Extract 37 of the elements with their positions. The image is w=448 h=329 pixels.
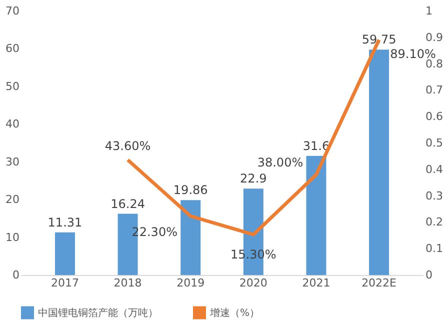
y-tick-label: 70 [6, 4, 20, 18]
x-tick-label: 2019 [176, 276, 205, 290]
y-tick-label: 10 [6, 230, 20, 244]
bar [180, 200, 201, 275]
data-label: 11.31 [48, 215, 82, 230]
y-tick-label: 60 [6, 42, 20, 56]
data-label: 59.75 [362, 32, 396, 47]
y2-tick-label: 0.1 [426, 242, 443, 256]
y2-tick-label: 0 [426, 268, 432, 282]
y2-tick-label: 0.7 [426, 84, 443, 97]
x-tick-label: 2018 [114, 276, 142, 290]
legend-label: 中国锂电铜箔产能（万吨） [38, 306, 158, 319]
x-tick-label: 2017 [50, 276, 79, 290]
y2-tick-label: 0.5 [426, 136, 443, 150]
data-label: 38.00% [257, 156, 304, 170]
bar [306, 156, 326, 275]
data-label: 19.86 [173, 183, 208, 198]
data-label: 22.9 [240, 172, 267, 186]
y2-tick-label: 0.3 [426, 189, 443, 202]
y-tick-label: 40 [6, 118, 20, 131]
x-tick-label: 2021 [302, 276, 330, 290]
y-tick-label: 50 [6, 80, 20, 93]
y-tick-label: 0 [12, 268, 20, 282]
x-tick-label: 2020 [239, 276, 268, 290]
y2-tick-label: 0.9 [426, 30, 443, 44]
y2-tick-label: 0.4 [426, 162, 443, 176]
y2-tick-label: 0.6 [426, 110, 443, 124]
data-label: 16.24 [110, 196, 145, 211]
y2-tick-label: 1 [426, 4, 432, 18]
y-tick-label: 20 [6, 193, 20, 206]
legend-label: 增速（%） [209, 306, 260, 319]
data-label: 43.60% [104, 138, 151, 153]
x-tick-label: 2022E [362, 276, 397, 290]
y-tick-label: 30 [6, 155, 20, 168]
bar [369, 50, 390, 275]
bar [54, 232, 75, 275]
y2-tick-label: 0.2 [426, 216, 443, 229]
